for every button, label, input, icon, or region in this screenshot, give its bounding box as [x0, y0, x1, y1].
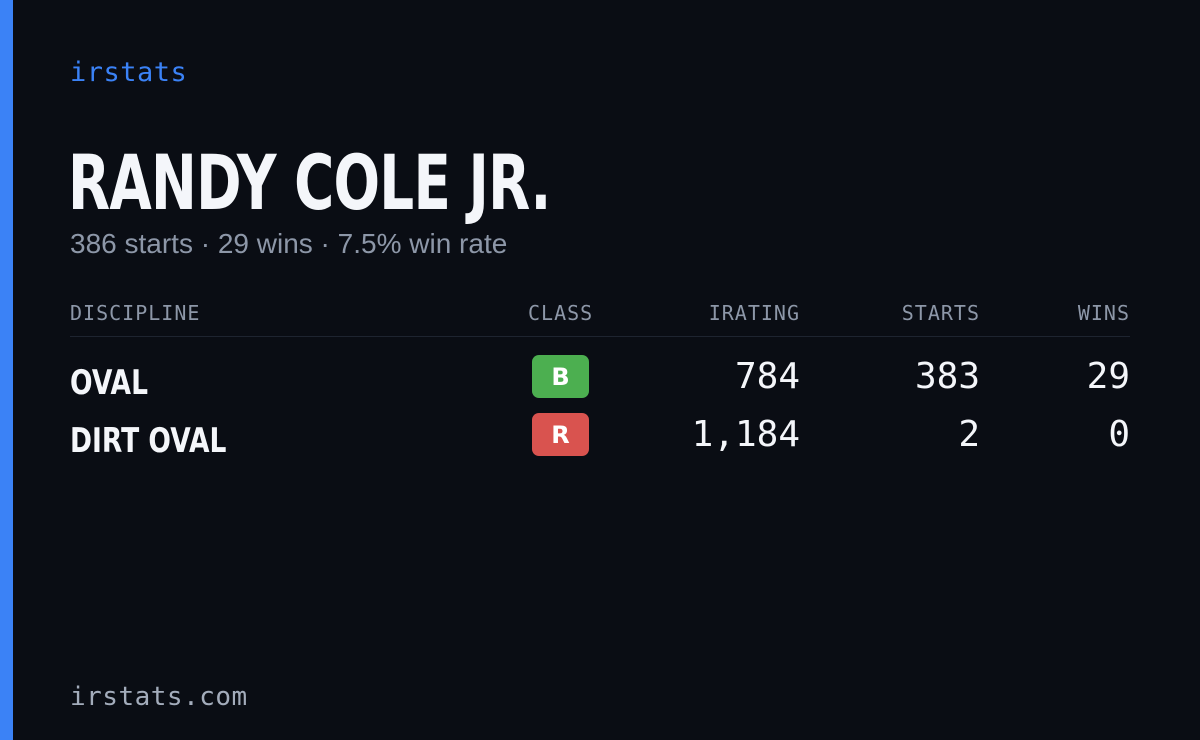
footer-url: irstats.com: [70, 682, 248, 712]
class-badge: R: [532, 413, 589, 456]
driver-name: RANDY COLE JR.: [68, 138, 551, 227]
irating-value: 1,184: [691, 414, 800, 455]
class-badge: B: [532, 355, 589, 398]
header-wins: WINS: [1077, 301, 1130, 325]
discipline-name: OVAL: [70, 363, 148, 403]
table-row: OVAL B 784 383 29: [70, 353, 1130, 411]
driver-summary: 386 starts · 29 wins · 7.5% win rate: [70, 228, 508, 259]
table-row: DIRT OVAL R 1,184 2 0: [70, 411, 1130, 469]
stats-table: DISCIPLINE CLASS IRATING STARTS WINS OVA…: [70, 296, 1130, 469]
accent-bar: [0, 0, 13, 740]
brand-logo-text: irstats: [70, 57, 188, 88]
irating-value: 784: [734, 356, 800, 397]
wins-value: 29: [1086, 356, 1130, 397]
header-discipline: DISCIPLINE: [70, 301, 201, 325]
wins-value: 0: [1108, 414, 1130, 455]
header-class: CLASS: [528, 301, 594, 325]
discipline-name: DIRT OVAL: [70, 421, 227, 461]
table-header-row: DISCIPLINE CLASS IRATING STARTS WINS: [70, 296, 1130, 337]
header-starts: STARTS: [901, 301, 980, 325]
starts-value: 383: [914, 356, 980, 397]
starts-value: 2: [958, 414, 980, 455]
header-irating: IRATING: [708, 301, 800, 325]
